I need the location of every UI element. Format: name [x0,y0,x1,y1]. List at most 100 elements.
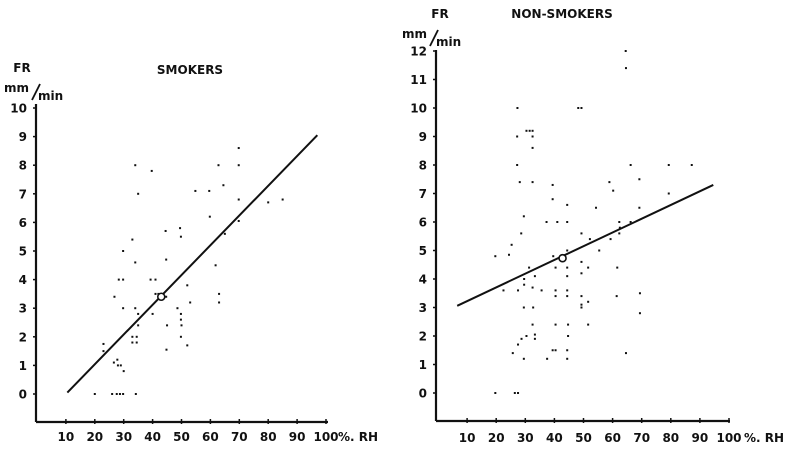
data-point [208,215,211,218]
data-point [522,357,525,360]
regression-line [66,134,319,394]
data-point [165,295,168,298]
data-point [587,300,590,303]
data-point [587,266,590,269]
data-point [134,393,137,395]
data-point [580,260,583,263]
data-point [523,283,526,286]
data-point [554,289,557,292]
data-point [546,357,549,360]
data-point [113,295,116,298]
y-tick-label: 1 [419,358,427,372]
data-point [533,337,536,340]
data-point [237,198,240,201]
x-tick-label: 100 [716,431,741,445]
y-tick-label: 6 [19,216,27,230]
data-point [208,189,211,192]
data-point [179,318,182,321]
y-tick-label: 5 [19,245,27,259]
y-tick-label: 6 [419,216,427,230]
data-point [134,307,137,310]
x-tick-label: 50 [173,430,190,444]
y-axis-unit-numerator: mm [4,81,29,95]
data-point [222,184,225,187]
data-point [595,206,598,209]
data-point [214,264,217,267]
data-point [102,342,105,345]
data-point [115,393,118,395]
data-point [618,232,621,235]
data-point [117,278,120,281]
data-point [540,289,543,292]
data-point [511,352,514,355]
x-tick-label: 10 [58,430,75,444]
data-point [122,393,125,395]
data-point [119,364,122,367]
chart-title: SMOKERS [157,63,223,77]
x-tick-label: 80 [260,430,277,444]
data-point [629,164,632,166]
y-axis-unit-numerator: mm [402,27,427,41]
chart-title: NON-SMOKERS [511,7,612,21]
data-point [545,221,548,223]
x-tick-label: 70 [231,430,248,444]
data-point [624,352,627,355]
data-point [615,295,618,298]
y-tick-label: 4 [19,273,27,287]
data-point [137,312,140,315]
data-point [154,292,157,295]
data-point [149,278,152,281]
data-point [629,221,632,223]
x-tick-label: 40 [144,430,161,444]
regression-line [456,184,714,307]
data-point [135,341,138,344]
x-tick-label: 20 [86,430,103,444]
data-point [624,67,627,70]
data-point [580,272,583,275]
x-tick-label: 90 [289,430,306,444]
data-point [522,306,525,309]
data-point [520,337,523,340]
data-point [179,312,182,315]
y-tick-label: 2 [419,330,427,344]
data-point [517,392,520,394]
data-point [580,303,583,306]
data-point [566,349,569,352]
data-point [166,324,169,327]
x-tick-label: 50 [575,431,592,445]
data-point [179,235,182,238]
x-tick-label: 60 [202,430,219,444]
data-point [532,306,535,309]
data-point [554,323,557,326]
data-point [690,164,693,166]
data-point [551,198,554,201]
data-point [667,164,670,166]
y-tick-label: 12 [410,45,427,59]
data-point [281,198,284,201]
data-point [638,178,641,181]
data-point [638,312,641,315]
data-point [624,50,627,52]
data-point [151,312,154,315]
data-point [165,348,168,351]
data-point [598,249,601,252]
data-point [131,238,134,241]
y-axis-unit-denominator: min [38,89,63,103]
x-tick-label: 80 [662,431,679,445]
data-point [580,107,583,109]
y-tick-label: 10 [10,102,27,116]
data-point [176,307,179,310]
data-point [223,232,226,235]
data-point [551,183,554,186]
data-point [502,289,505,292]
data-point [267,201,270,204]
y-tick-label: 7 [19,187,27,201]
data-point [510,243,513,246]
data-point [533,275,536,278]
data-point [528,266,531,269]
data-point [494,255,497,258]
data-point [137,192,140,195]
data-point [609,238,612,241]
data-point [587,323,590,326]
